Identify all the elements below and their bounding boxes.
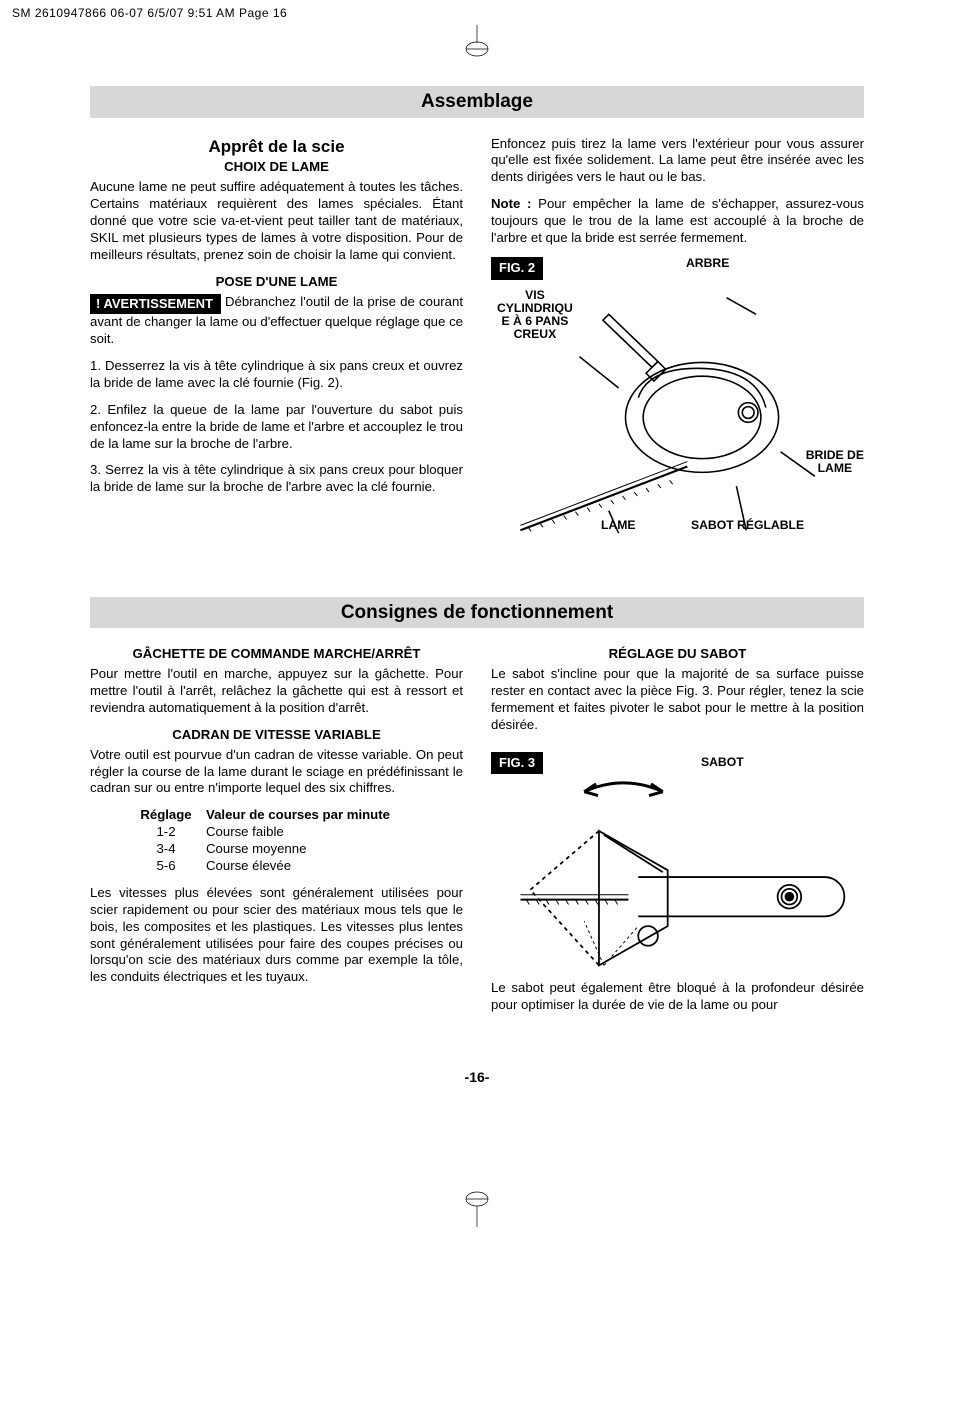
table-cell: 5-6 [126, 858, 206, 875]
callout-sabot: SABOT RÉGLABLE [691, 519, 804, 532]
reglage-table: RéglageValeur de courses par minute 1-2C… [126, 807, 463, 875]
section-title-consignes: Consignes de fonctionnement [90, 597, 864, 628]
figure-3: FIG. 3 SABOT [491, 752, 864, 962]
para-warning: ! AVERTISSEMENTDébranchez l'outil de la … [90, 294, 463, 348]
fig3-label: FIG. 3 [491, 752, 543, 775]
table-cell: Course élevée [206, 858, 463, 875]
callout-lame: LAME [601, 519, 636, 532]
para: Le sabot s'incline pour que la majorité … [491, 666, 864, 734]
section1-right-col: Enfoncez puis tirez la lame vers l'extér… [491, 136, 864, 547]
print-header: SM 2610947866 06-07 6/5/07 9:51 AM Page … [0, 0, 954, 21]
section1-left-col: Apprêt de la scie CHOIX DE LAME Aucune l… [90, 136, 463, 547]
section2-left-col: GÂCHETTE DE COMMANDE MARCHE/ARRÊT Pour m… [90, 646, 463, 1023]
warning-badge: ! AVERTISSEMENT [90, 294, 221, 315]
para: 3. Serrez la vis à tête cylindrique à si… [90, 462, 463, 496]
para: Votre outil est pourvue d'un cadran de v… [90, 747, 463, 798]
table-cell: 1-2 [126, 824, 206, 841]
table-header: Valeur de courses par minute [206, 807, 463, 824]
heading-choix-lame: CHOIX DE LAME [90, 159, 463, 176]
callout-arbre: ARBRE [686, 257, 729, 270]
crop-mark-bottom [0, 1187, 954, 1232]
callout-bride: BRIDE DE LAME [806, 449, 864, 475]
para: Note : Pour empêcher la lame de s'échapp… [491, 196, 864, 247]
crop-mark-top [0, 25, 954, 64]
section2-right-col: RÉGLAGE DU SABOT Le sabot s'incline pour… [491, 646, 864, 1023]
fig3-svg [491, 774, 864, 980]
heading-pose-lame: POSE D'UNE LAME [90, 274, 463, 291]
heading-reglage-sabot: RÉGLAGE DU SABOT [491, 646, 864, 663]
callout-sabot3: SABOT [701, 756, 744, 769]
heading-appret: Apprêt de la scie [90, 136, 463, 158]
callout-vis: VIS CYLINDRIQU E À 6 PANS CREUX [497, 289, 573, 342]
heading-cadran: CADRAN DE VITESSE VARIABLE [90, 727, 463, 744]
para: Aucune lame ne peut suffire adéquatement… [90, 179, 463, 263]
table-cell: Course faible [206, 824, 463, 841]
page-number: -16- [90, 1069, 864, 1087]
para: 1. Desserrez la vis à tête cylindrique à… [90, 358, 463, 392]
note-body: Pour empêcher la lame de s'échapper, ass… [491, 196, 864, 245]
para: Enfoncez puis tirez la lame vers l'extér… [491, 136, 864, 187]
table-cell: Course moyenne [206, 841, 463, 858]
para: Les vitesses plus élevées sont généralem… [90, 885, 463, 986]
fig2-label: FIG. 2 [491, 257, 543, 280]
warn-text-cont: changer la lame ou d'effectuer quelque r… [90, 314, 463, 346]
figure-2: FIG. 2 ARBRE VIS CYLINDRIQU E À 6 PANS C… [491, 257, 864, 547]
para: Pour mettre l'outil en marche, appuyez s… [90, 666, 463, 717]
table-header: Réglage [126, 807, 206, 824]
heading-gachette: GÂCHETTE DE COMMANDE MARCHE/ARRÊT [90, 646, 463, 663]
para: 2. Enfilez la queue de la lame par l'ouv… [90, 402, 463, 453]
table-cell: 3-4 [126, 841, 206, 858]
para: Le sabot peut également être bloqué à la… [491, 980, 864, 1014]
section-title-assemblage: Assemblage [90, 86, 864, 117]
note-lead: Note : [491, 196, 538, 211]
